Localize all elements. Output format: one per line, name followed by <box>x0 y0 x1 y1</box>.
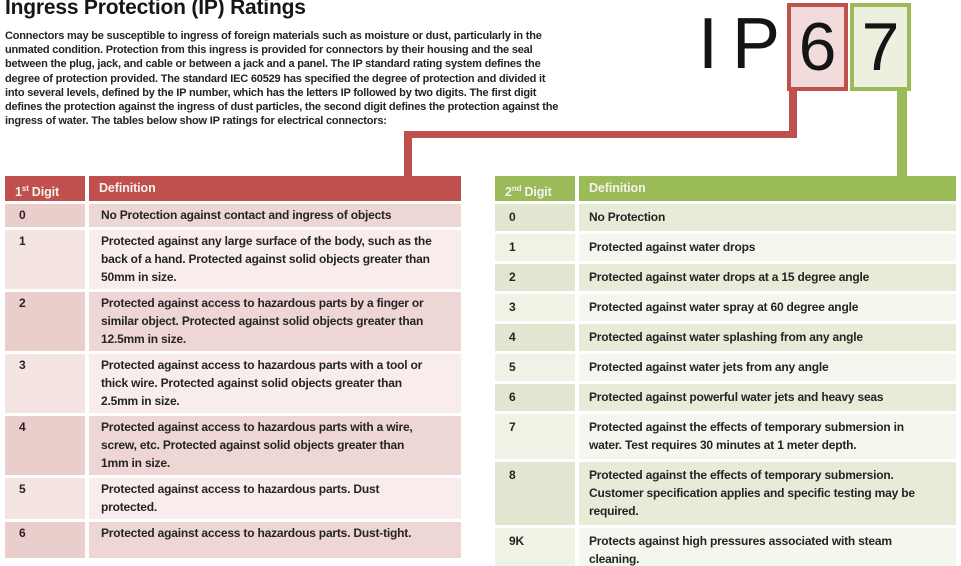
second-digit-header-cell: 2nd Digit <box>495 176 575 201</box>
definition-cell: Protected against water splashing from a… <box>579 324 956 351</box>
digit-cell: 7 <box>495 414 575 459</box>
table-row: 8 Protected against the effects of tempor… <box>495 462 956 525</box>
first-digit-callout-line-top <box>789 90 797 137</box>
definition-cell: Protected against access to hazardous pa… <box>89 416 461 475</box>
second-digit-box: 7 <box>850 3 911 91</box>
definition-cell: Protected against the effects of tempora… <box>579 462 956 525</box>
header-digit-suffix: st <box>21 184 29 193</box>
first-digit-table-header: 1st Digit Definition <box>5 176 461 201</box>
digit-cell: 6 <box>5 522 85 558</box>
ip-prefix-text: IP <box>698 4 795 84</box>
table-row: 0 No Protection <box>495 204 956 231</box>
header-digit-suffix: nd <box>511 184 522 193</box>
intro-paragraph: Connectors may be susceptible to ingress… <box>5 30 559 128</box>
definition-cell: Protected against the effects of tempora… <box>579 414 956 459</box>
digit-cell: 8 <box>495 462 575 525</box>
table-row: 6 Protected against powerful water jets a… <box>495 384 956 411</box>
table-row: 4 Protected against access to hazardous p… <box>5 416 461 475</box>
definition-cell: Protected against water drops <box>579 234 956 261</box>
first-digit-table: 1st Digit Definition 0 No Protection again… <box>5 176 461 558</box>
header-digit-word: Digit <box>31 185 60 200</box>
digit-cell: 5 <box>495 354 575 381</box>
second-digit-table-body: 0 No Protection 1 Protected against water d… <box>495 204 956 566</box>
definition-cell: Protected against water drops at a 15 de… <box>579 264 956 291</box>
second-definition-header-cell: Definition <box>579 176 956 201</box>
digit-cell: 1 <box>5 230 85 289</box>
definition-cell: Protected against water spray at 60 degr… <box>579 294 956 321</box>
first-digit-table-body: 0 No Protection against contact and ingre… <box>5 204 461 558</box>
first-digit-header-cell: 1st Digit <box>5 176 85 201</box>
digit-cell: 2 <box>5 292 85 351</box>
table-row: 2 Protected against access to hazardous p… <box>5 292 461 351</box>
digit-cell: 5 <box>5 478 85 519</box>
second-digit-table: 2nd Digit Definition 0 No Protection 1 Prote… <box>495 176 956 566</box>
definition-cell: Protected against access to hazardous pa… <box>89 292 461 351</box>
definition-cell: Protects against high pressures associat… <box>579 528 956 566</box>
table-row: 4 Protected against water splashing from … <box>495 324 956 351</box>
table-row: 7 Protected against the effects of tempor… <box>495 414 956 459</box>
table-row: 9K Protects against high pressures associ… <box>495 528 956 566</box>
digit-cell: 3 <box>495 294 575 321</box>
definition-cell: Protected against access to hazardous pa… <box>89 522 461 558</box>
first-digit-callout-line-bottom <box>404 131 412 176</box>
header-digit-word: Digit <box>524 185 552 200</box>
definition-cell: Protected against powerful water jets an… <box>579 384 956 411</box>
digit-cell: 9K <box>495 528 575 566</box>
table-row: 5 Protected against access to hazardous p… <box>5 478 461 519</box>
table-row: 3 Protected against access to hazardous p… <box>5 354 461 413</box>
table-row: 2 Protected against water drops at a 15 d… <box>495 264 956 291</box>
header-digit-number: 2 <box>505 185 512 200</box>
table-row: 1 Protected against water drops <box>495 234 956 261</box>
digit-cell: 0 <box>495 204 575 231</box>
digit-cell: 1 <box>495 234 575 261</box>
first-definition-header-cell: Definition <box>89 176 461 201</box>
second-digit-table-header: 2nd Digit Definition <box>495 176 956 201</box>
header-digit-number: 1 <box>15 185 22 200</box>
second-digit-value: 7 <box>861 9 900 85</box>
second-digit-callout-line <box>897 91 907 177</box>
definition-cell: Protected against water jets from any an… <box>579 354 956 381</box>
first-digit-value: 6 <box>798 9 837 85</box>
digit-cell: 4 <box>495 324 575 351</box>
digit-cell: 6 <box>495 384 575 411</box>
digit-cell: 3 <box>5 354 85 413</box>
table-row: 1 Protected against any large surface of … <box>5 230 461 289</box>
table-row: 0 No Protection against contact and ingre… <box>5 204 461 227</box>
definition-cell: Protected against access to hazardous pa… <box>89 354 461 413</box>
digit-cell: 0 <box>5 204 85 227</box>
table-row: 5 Protected against water jets from any a… <box>495 354 956 381</box>
definition-cell: Protected against any large surface of t… <box>89 230 461 289</box>
table-row: 3 Protected against water spray at 60 deg… <box>495 294 956 321</box>
table-row: 6 Protected against access to hazardous p… <box>5 522 461 558</box>
definition-cell: Protected against access to hazardous pa… <box>89 478 461 519</box>
digit-cell: 2 <box>495 264 575 291</box>
first-digit-box: 6 <box>787 3 848 91</box>
page-title: Ingress Protection (IP) Ratings <box>5 0 306 19</box>
definition-cell: No Protection <box>579 204 956 231</box>
first-digit-callout-line-horizontal <box>404 131 797 138</box>
definition-cell: No Protection against contact and ingres… <box>89 204 461 227</box>
digit-cell: 4 <box>5 416 85 475</box>
